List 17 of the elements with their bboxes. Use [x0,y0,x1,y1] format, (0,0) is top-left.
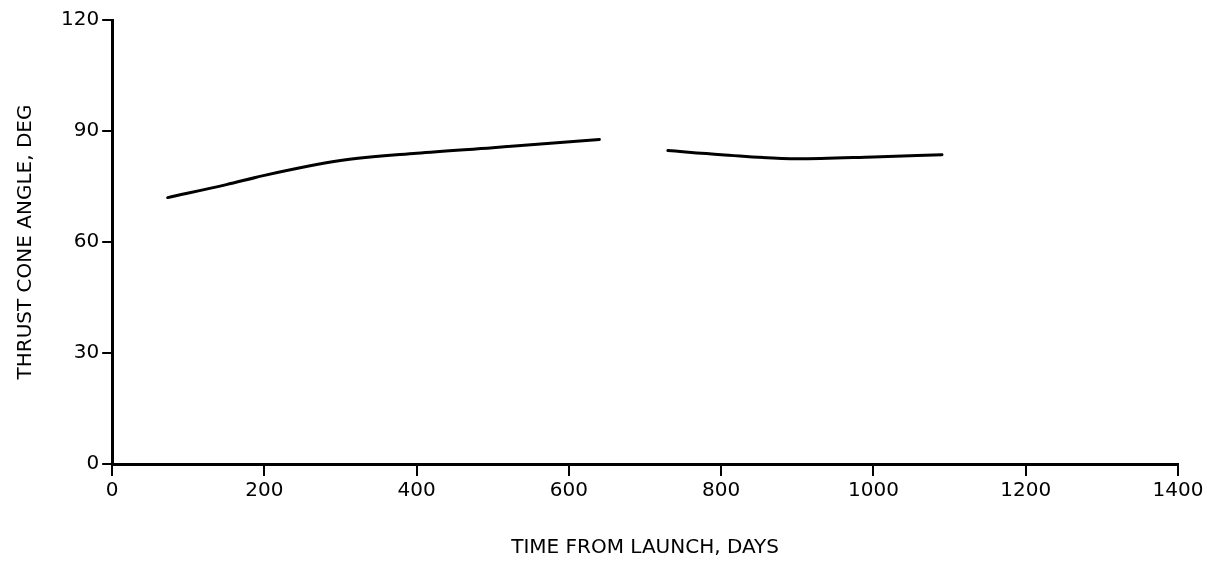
y-tick-label: 90 [73,117,100,142]
y-tick-label: 60 [73,228,100,253]
x-tick-label: 400 [397,477,436,502]
x-tick-label: 1400 [1152,477,1204,502]
line-series [666,149,944,161]
x-tick-label: 800 [702,477,741,502]
x-tick-label: 0 [105,477,119,502]
x-tick-label: 600 [549,477,589,502]
x-tick-label: 1200 [1000,477,1052,502]
y-tick-label: 0 [86,450,100,475]
x-tick-label: 1000 [848,477,899,502]
x-axis-title: TIME FROM LAUNCH, DAYS [510,534,779,559]
line-series [166,138,601,200]
x-tick-label: 200 [245,477,284,502]
y-axis-title: THRUST CONE ANGLE, DEG [12,104,37,381]
y-tick-label: 120 [60,6,100,31]
y-tick-label: 30 [73,339,100,364]
